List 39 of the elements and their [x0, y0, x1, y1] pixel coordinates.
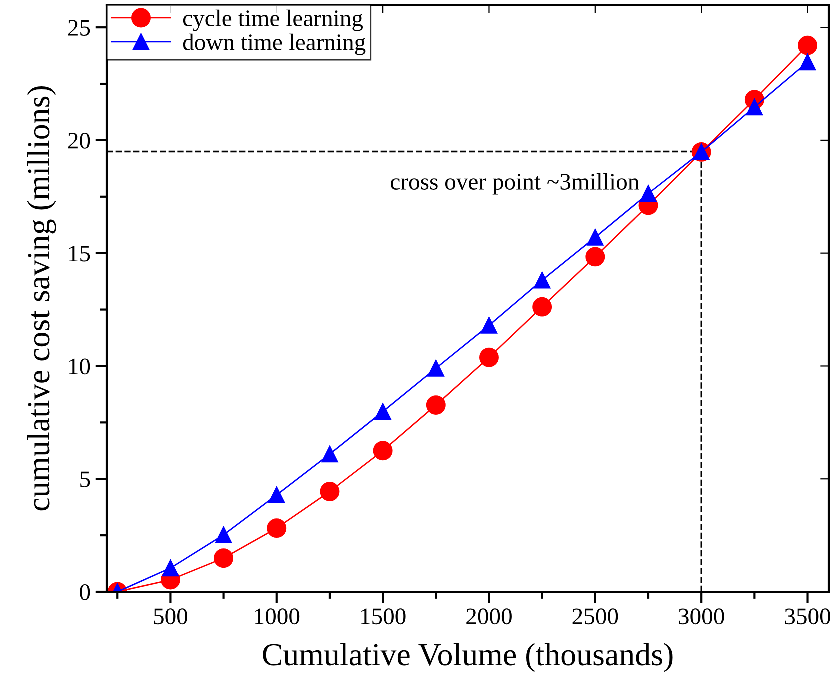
point [587, 229, 604, 246]
x-tick-label: 500 [154, 608, 188, 625]
legend-label: down time learning [183, 34, 366, 56]
x-tick-label: 1000 [255, 608, 300, 625]
x-tick-label: 2000 [466, 608, 512, 625]
point [267, 518, 287, 538]
point [586, 247, 606, 267]
point [480, 317, 498, 334]
point [162, 560, 180, 577]
point [322, 446, 338, 463]
x-tick-label: 2500 [572, 608, 618, 625]
point [320, 482, 340, 502]
y-tick-label: 5 [80, 472, 90, 488]
point [215, 526, 232, 544]
legend-label: cycle time learning [183, 10, 364, 32]
point [532, 297, 552, 317]
point [480, 348, 499, 368]
point [428, 360, 444, 377]
point [426, 396, 446, 416]
y-tick-label: 15 [69, 246, 90, 262]
point [373, 441, 393, 461]
x-tick-label: 3000 [679, 608, 724, 625]
point [268, 486, 286, 504]
point [746, 98, 764, 116]
x-tick-label: 1500 [362, 608, 406, 625]
point [799, 54, 816, 71]
point [374, 404, 392, 420]
annotation: cross over point ~3million [391, 173, 640, 195]
point [640, 185, 657, 202]
y-tick-label: 20 [68, 132, 90, 149]
point [798, 36, 818, 56]
y-tick-label: 10 [69, 358, 90, 375]
y-tick-label: 25 [68, 20, 90, 36]
x-axis-title: Cumulative Volume (thousands) [263, 643, 673, 672]
y-axis-title: cumulative cost saving (millions) [27, 86, 56, 511]
y-tick-label: 0 [80, 584, 90, 600]
point [214, 548, 234, 568]
point [534, 272, 551, 289]
x-tick-label: 3500 [785, 608, 830, 625]
